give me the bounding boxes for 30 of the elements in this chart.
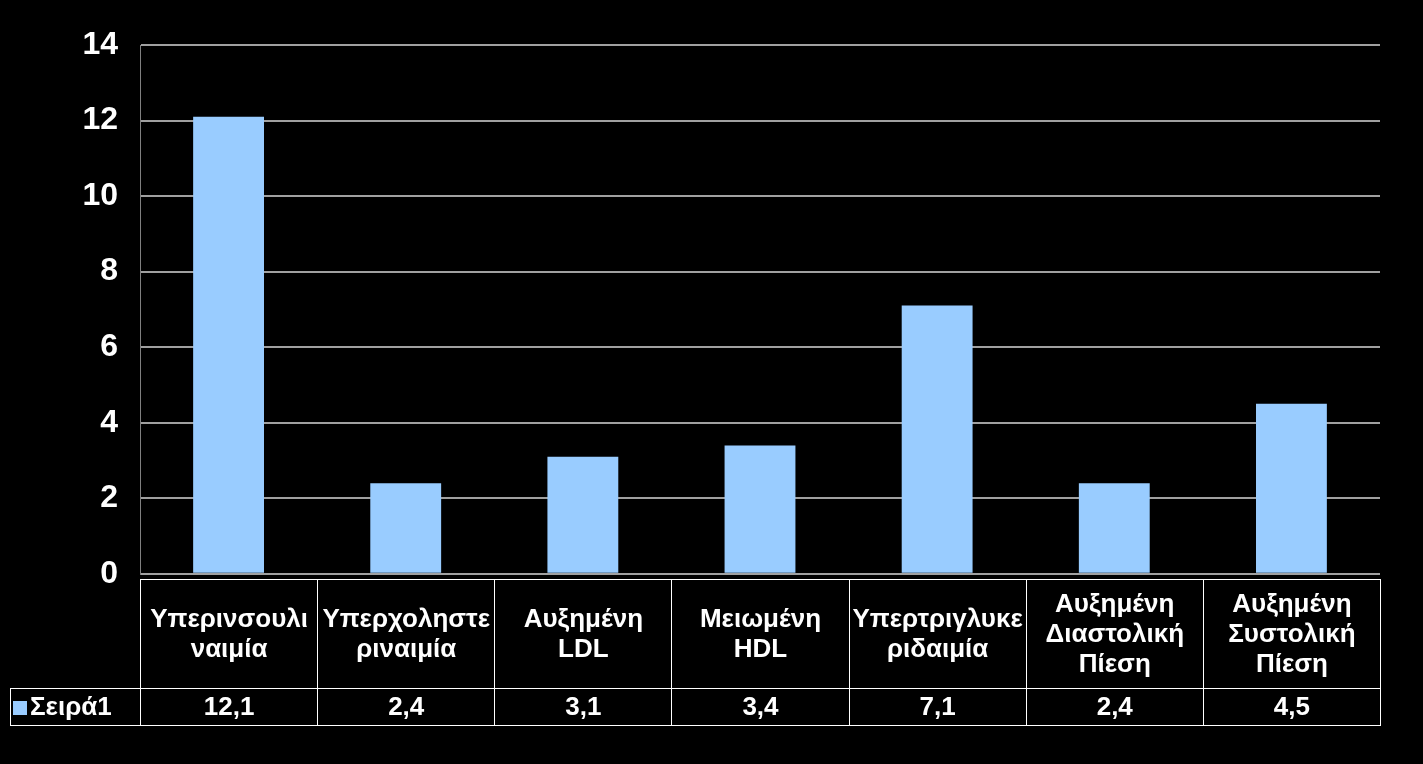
data-label: 7,1 [849, 688, 1027, 726]
y-tick-label: 2 [100, 478, 118, 515]
data-label: 3,4 [671, 688, 850, 726]
bar [1256, 403, 1327, 573]
x-tick-label: Υπερχοληστεριναιμία [317, 579, 495, 689]
data-label: 3,1 [494, 688, 672, 726]
x-tick-label: Υπερινσουλιναιμία [140, 579, 318, 689]
bar [724, 445, 796, 573]
y-tick-label: 6 [100, 327, 118, 363]
y-tick-label: 12 [82, 100, 118, 137]
x-tick-label: Μειωμένη HDL [671, 579, 850, 689]
data-label: 4,5 [1203, 688, 1381, 726]
y-tick-label: 10 [82, 175, 118, 212]
x-tick-label: Αυξημένη LDL [494, 579, 672, 689]
data-label: 12,1 [140, 688, 318, 726]
bar [370, 483, 442, 573]
bar [193, 116, 264, 573]
data-label: 2,4 [317, 688, 495, 726]
data-label: 2,4 [1026, 688, 1204, 726]
bar [901, 305, 973, 573]
x-tick-label: Αυξημένη Συστολική Πίεση [1203, 579, 1381, 689]
bar [1078, 483, 1150, 573]
y-tick-label: 4 [100, 402, 119, 439]
y-tick-label: 0 [100, 553, 118, 590]
bar [547, 456, 619, 573]
x-tick-label: Αυξημένη Διαστολική Πίεση [1026, 579, 1204, 689]
legend-label: Σειρά1 [10, 688, 141, 726]
y-tick-label: 8 [100, 251, 118, 288]
y-tick-label: 14 [82, 24, 119, 61]
x-tick-label: Υπερτριγλυκεριδαιμία [849, 579, 1027, 689]
